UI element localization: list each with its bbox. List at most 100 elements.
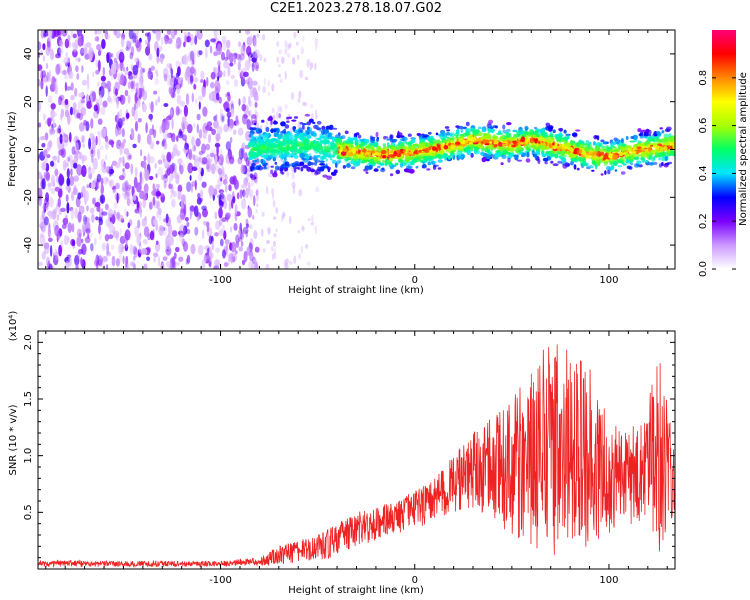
noise-blob (266, 240, 270, 244)
noise-blob (213, 30, 218, 39)
noise-blob (39, 172, 43, 182)
signal-cell (548, 150, 552, 156)
signal-cell (437, 167, 442, 170)
signal-cell (589, 150, 594, 156)
signal-cell (354, 139, 359, 143)
noise-blob (117, 126, 122, 136)
signal-cell (415, 165, 419, 169)
noise-blob (121, 128, 125, 138)
noise-blob (218, 199, 225, 208)
signal-cell (622, 156, 626, 163)
signal-cell (505, 140, 508, 146)
noise-blob (61, 100, 65, 106)
noise-blob (238, 41, 242, 48)
noise-blob (99, 194, 106, 204)
noise-blob (193, 83, 197, 90)
signal-cell (585, 140, 589, 144)
signal-cell (633, 156, 640, 161)
noise-blob (208, 235, 213, 245)
noise-blob (96, 173, 102, 183)
noise-blob (241, 103, 247, 112)
signal-cell (263, 164, 267, 169)
noise-blob (48, 197, 54, 208)
noise-blob (311, 214, 314, 223)
signal-cell (525, 158, 531, 163)
noise-blob (99, 145, 104, 150)
noise-blob (202, 208, 208, 218)
noise-blob (76, 228, 82, 239)
signal-cell (648, 162, 655, 166)
signal-cell (498, 137, 502, 142)
noise-blob (216, 145, 219, 156)
noise-blob (72, 42, 78, 53)
signal-cell (307, 134, 312, 139)
noise-blob (80, 257, 83, 266)
noise-blob (38, 51, 41, 59)
signal-cell (388, 154, 395, 157)
noise-blob (39, 69, 43, 80)
signal-cell (325, 163, 328, 169)
noise-blob (286, 43, 290, 52)
noise-blob (228, 184, 232, 192)
noise-blob (64, 98, 69, 106)
noise-blob (49, 245, 53, 257)
noise-blob (243, 177, 248, 187)
noise-blob (249, 194, 252, 198)
signal-cell (506, 155, 512, 160)
noise-blob (215, 247, 221, 253)
noise-blob (221, 166, 225, 176)
signal-cell (314, 159, 321, 163)
noise-blob (156, 140, 160, 145)
signal-cell (480, 136, 486, 140)
noise-blob (146, 133, 152, 145)
signal-cell (394, 139, 398, 141)
noise-blob (150, 101, 154, 113)
noise-blob (155, 191, 162, 197)
noise-blob (61, 30, 68, 37)
noise-blob (88, 166, 91, 171)
noise-blob (179, 232, 184, 243)
signal-cell (414, 143, 419, 146)
noise-blob (94, 36, 100, 42)
noise-blob (60, 148, 66, 159)
noise-blob (300, 245, 303, 254)
noise-blob (217, 168, 223, 175)
signal-cell (306, 121, 312, 126)
signal-cell (366, 165, 370, 170)
signal-cell (372, 163, 376, 166)
signal-cell (321, 125, 326, 131)
signal-cell (502, 150, 508, 155)
signal-cell (272, 148, 277, 153)
signal-cell (333, 146, 339, 152)
noise-blob (183, 41, 186, 48)
signal-cell (281, 153, 287, 158)
signal-cell (502, 129, 507, 134)
x-tick-label: -100 (209, 275, 232, 286)
signal-cell (646, 141, 651, 144)
noise-blob (92, 197, 95, 205)
signal-cell (570, 139, 573, 144)
noise-blob (137, 133, 141, 144)
noise-blob (93, 177, 97, 184)
snr-marks (38, 344, 675, 569)
signal-cell (300, 166, 304, 172)
signal-cell (595, 164, 598, 170)
noise-blob (163, 180, 167, 189)
y-tick-label: -20 (23, 189, 34, 205)
noise-blob (196, 123, 199, 134)
noise-blob (249, 193, 254, 200)
noise-blob (192, 59, 195, 65)
signal-cell (441, 137, 446, 141)
signal-cell (615, 148, 621, 153)
noise-blob (309, 62, 314, 69)
noise-blob (272, 253, 275, 261)
signal-cell (537, 145, 542, 149)
signal-cell (251, 127, 257, 131)
signal-cell (313, 145, 319, 151)
signal-cell (522, 152, 526, 157)
noise-blob (110, 244, 115, 250)
noise-blob (207, 247, 210, 254)
noise-blob (59, 94, 65, 101)
colorbar-tick-label: 0.6 (698, 118, 709, 134)
noise-blob (64, 210, 68, 219)
